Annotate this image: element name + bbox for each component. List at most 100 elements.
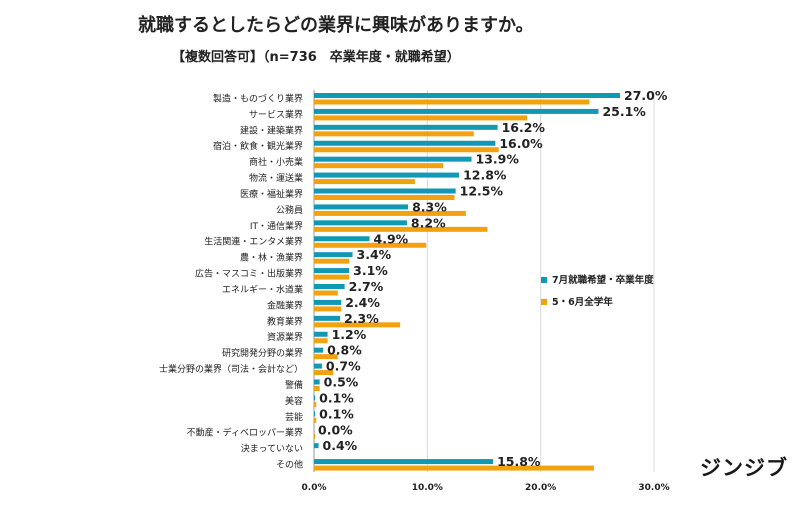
bar-series-1	[314, 443, 319, 449]
category-label: その他	[276, 459, 303, 471]
data-label: 3.1%	[353, 263, 388, 278]
category-label: エネルギー・水道業	[222, 283, 303, 295]
data-label: 2.7%	[349, 279, 384, 294]
bar-series-2	[314, 163, 444, 169]
bar-series-2	[314, 433, 316, 439]
bar-series-1	[314, 236, 370, 242]
bar-series-1	[314, 459, 494, 465]
bar-series-1	[314, 363, 322, 369]
data-label: 0.5%	[324, 375, 359, 390]
x-tick-label: 30.0%	[638, 483, 669, 493]
data-label: 0.8%	[327, 343, 362, 358]
data-label: 13.9%	[476, 152, 520, 167]
category-label: 不動産・ディベロッパー業界	[187, 427, 303, 439]
category-label: 教育業界	[267, 315, 303, 327]
x-tick-label: 0.0%	[302, 483, 327, 493]
category-label: 広告・マスコミ・出版業界	[195, 268, 303, 280]
bar-series-1	[314, 395, 316, 401]
x-tick-label: 20.0%	[525, 483, 556, 493]
legend-swatch	[541, 299, 547, 305]
bar-series-2	[314, 242, 427, 248]
bar-series-1	[314, 156, 472, 162]
category-label: 物流・運送業	[249, 172, 303, 184]
data-label: 27.0%	[624, 88, 668, 103]
bar-series-1	[314, 379, 320, 385]
bar-series-1	[314, 204, 409, 210]
data-label: 0.7%	[326, 359, 361, 374]
category-label: 警備	[285, 379, 303, 391]
category-label: 製造・ものづくり業界	[213, 92, 303, 104]
data-label: 0.0%	[318, 422, 353, 437]
bar-series-1	[314, 140, 496, 146]
bar-series-2	[314, 258, 350, 264]
category-label: 士業分野の業界（司法・会計など）	[159, 363, 303, 375]
bar-series-1	[314, 252, 353, 258]
bar-series-2	[314, 179, 415, 185]
bar-series-1	[314, 347, 324, 353]
bar-series-2	[314, 401, 317, 407]
category-label: 医療・福祉業界	[240, 188, 303, 200]
category-label: 公務員	[276, 204, 303, 216]
data-label: 2.3%	[344, 311, 379, 326]
category-label: 資源業界	[267, 331, 303, 343]
bar-series-2	[314, 417, 317, 423]
x-tick-label: 10.0%	[412, 483, 443, 493]
data-label: 16.2%	[502, 120, 546, 135]
data-label: 15.8%	[497, 454, 541, 469]
category-label: 商社・小売業	[249, 156, 303, 168]
category-label: 宿泊・飲食・観光業界	[213, 140, 303, 152]
bar-series-2	[314, 131, 474, 137]
category-label: サービス業界	[249, 108, 303, 120]
bar-series-1	[314, 315, 341, 321]
bar-series-2	[314, 370, 334, 376]
legend-label: 7月就職希望・卒業年度	[552, 274, 654, 286]
data-label: 12.8%	[463, 168, 507, 183]
bar-series-2	[314, 99, 590, 105]
bar-series-1	[314, 93, 620, 98]
bar-series-2	[314, 354, 338, 360]
bar-series-1	[314, 172, 460, 178]
data-label: 3.4%	[357, 247, 392, 262]
bar-series-2	[314, 290, 338, 296]
bar-series-2	[314, 322, 401, 328]
bar-series-1	[314, 411, 316, 417]
bar-series-1	[314, 268, 350, 274]
brand-logo: ジンジブ	[700, 456, 788, 480]
bar-series-1	[314, 220, 407, 226]
legend-label: 5・6月全学年	[552, 296, 613, 308]
bar-series-1	[314, 188, 456, 194]
category-label: 建設・建築業界	[240, 124, 303, 136]
bar-series-1	[314, 124, 498, 130]
chart-title: 就職するとしたらどの業界に興味がありますか。	[138, 15, 534, 36]
bar-series-2	[314, 465, 594, 471]
data-label: 25.1%	[602, 104, 646, 119]
bar-series-2	[314, 338, 328, 344]
category-label: 金融業界	[267, 299, 303, 311]
data-label: 0.1%	[319, 406, 354, 421]
bar-series-2	[314, 274, 350, 280]
category-label: 生活関連・エンタメ業界	[204, 236, 303, 248]
data-label: 4.9%	[374, 231, 409, 246]
category-label: 芸能	[285, 411, 303, 423]
data-label: 2.4%	[345, 295, 380, 310]
chart-subtitle: 【複数回答可】（n=736 卒業年度・就職希望）	[172, 50, 460, 65]
bar-series-2	[314, 306, 342, 312]
bar-series-1	[314, 299, 342, 305]
bar-series-2	[314, 210, 466, 216]
bar-series-2	[314, 115, 528, 121]
bar-series-1	[314, 108, 599, 114]
data-label: 12.5%	[460, 184, 504, 199]
category-label: 農・林・漁業界	[240, 252, 303, 264]
data-label: 1.2%	[332, 327, 367, 342]
bar-series-2	[314, 386, 320, 391]
category-label: IT・通信業界	[250, 220, 303, 232]
data-label: 8.2%	[411, 215, 446, 230]
bar-series-2	[314, 226, 488, 232]
category-label: 決まっていない	[241, 443, 303, 455]
bar-series-2	[314, 195, 455, 200]
data-label: 8.3%	[412, 199, 447, 214]
legend-swatch	[541, 277, 547, 283]
data-label: 0.1%	[319, 390, 354, 405]
category-label: 研究開発分野の業界	[222, 347, 303, 359]
